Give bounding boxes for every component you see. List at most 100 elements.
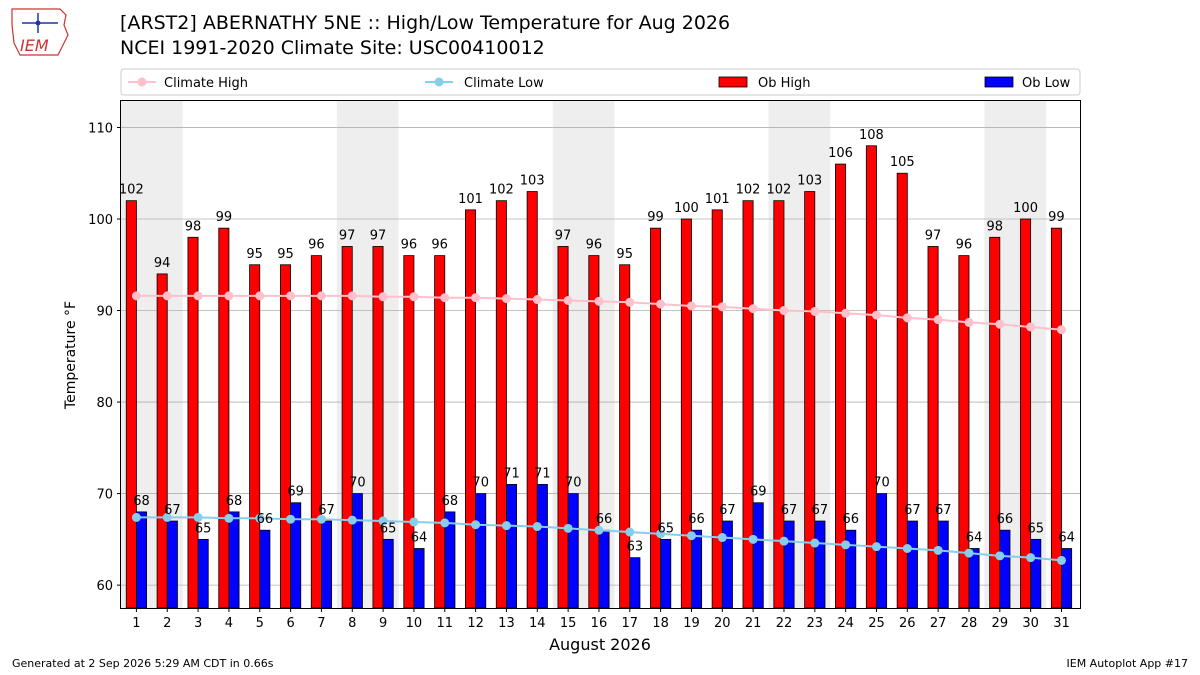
- ob-low-label: 67: [935, 503, 952, 518]
- ob-low-bar: [382, 538, 394, 609]
- ob-high-label: 99: [647, 210, 664, 225]
- ob-low-label: 64: [966, 531, 983, 546]
- x-tick-label: 31: [1053, 616, 1070, 631]
- ob-high-bar: [280, 264, 291, 609]
- climate-high-point: [501, 294, 511, 304]
- app-credit: IEM Autoplot App #17: [1066, 657, 1189, 670]
- climate-high-point: [656, 299, 666, 309]
- ob-high-label: 96: [401, 238, 418, 253]
- ob-low-label: 63: [627, 540, 644, 555]
- ob-low-bar: [197, 538, 209, 609]
- chart-subtitle: NCEI 1991-2020 Climate Site: USC00410012: [120, 37, 545, 59]
- ob-low-label: 65: [1027, 521, 1044, 536]
- y-tick-label: 80: [96, 396, 113, 411]
- x-tick-label: 5: [256, 616, 264, 631]
- ob-low-bar: [136, 511, 147, 609]
- ob-low-label: 67: [781, 503, 798, 518]
- ob-low-label: 65: [195, 521, 212, 536]
- ob-low-bar: [783, 520, 795, 609]
- climate-high-point: [378, 292, 388, 302]
- climate-high-point: [964, 317, 974, 327]
- x-tick-label: 27: [930, 616, 947, 631]
- ob-low-label: 66: [257, 512, 274, 527]
- climate-high-point: [409, 292, 419, 302]
- ob-high-bar: [465, 209, 477, 609]
- climate-low-point: [656, 529, 666, 539]
- ob-low-label: 69: [287, 485, 304, 500]
- climate-low-point: [686, 531, 696, 541]
- climate-low-point: [193, 512, 203, 522]
- ob-low-label: 67: [812, 503, 829, 518]
- ob-low-bar: [567, 493, 579, 609]
- ob-low-bar: [166, 520, 178, 609]
- ob-high-bar: [526, 191, 538, 609]
- climate-low-point: [131, 512, 141, 522]
- ob-low-bar: [999, 529, 1011, 609]
- ob-high-label: 98: [986, 219, 1003, 234]
- ob-low-bar: [814, 520, 826, 609]
- ob-high-label: 98: [185, 219, 202, 234]
- ob-low-label: 71: [534, 466, 551, 481]
- ob-low-bar: [321, 520, 333, 609]
- x-tick-label: 6: [286, 616, 294, 631]
- ob-high-bar: [773, 200, 785, 609]
- x-tick-label: 11: [437, 616, 454, 631]
- ob-high-label: 100: [674, 201, 699, 216]
- bars: [125, 145, 1073, 609]
- ob-high-label: 108: [859, 128, 884, 143]
- data-labels: 102 94 98 99 95 95 96 97 97 96 96 101 102 103 97 96 95 99…: [119, 128, 1075, 555]
- climate-low-point: [933, 545, 943, 555]
- climate-high-point: [871, 310, 881, 320]
- x-tick-label: 9: [379, 616, 387, 631]
- ob-low-label: 70: [565, 476, 582, 491]
- ob-low-label: 66: [688, 512, 705, 527]
- legend-ob-high-swatch: [718, 76, 748, 88]
- ob-high-label: 97: [370, 228, 387, 243]
- x-tick-label: 23: [807, 616, 824, 631]
- climate-high-point: [224, 291, 234, 301]
- x-axis-label: August 2026: [549, 635, 651, 654]
- ob-high-label: 95: [277, 247, 294, 262]
- y-tick-label: 70: [96, 488, 113, 503]
- ob-low-label: 67: [164, 503, 181, 518]
- climate-high-point: [810, 306, 820, 316]
- ob-low-label: 64: [1058, 531, 1075, 546]
- ob-low-bar: [228, 511, 240, 609]
- ob-high-label: 96: [586, 238, 603, 253]
- ob-low-label: 70: [472, 476, 489, 491]
- ob-high-bar: [156, 273, 168, 609]
- climate-high-point: [532, 295, 542, 305]
- climate-high-point: [594, 296, 604, 306]
- climate-low-point: [779, 536, 789, 546]
- climate-high-point: [131, 291, 141, 301]
- ob-low-label: 65: [657, 521, 674, 536]
- ob-high-label: 96: [308, 238, 325, 253]
- ob-low-label: 70: [349, 476, 366, 491]
- ob-low-bar: [506, 484, 518, 609]
- ob-low-bar: [937, 520, 949, 609]
- climate-low-point: [902, 544, 912, 554]
- ob-high-bar: [1020, 218, 1032, 609]
- ob-low-label: 68: [442, 494, 459, 509]
- legend-climate-high-marker: [137, 77, 147, 87]
- climate-low-point: [471, 520, 481, 530]
- climate-low-point: [409, 517, 419, 527]
- x-tick-label: 13: [498, 616, 515, 631]
- ob-high-bar: [742, 200, 754, 609]
- x-tick-label: 15: [560, 616, 577, 631]
- ob-low-bar: [1030, 538, 1042, 609]
- ob-high-label: 103: [520, 174, 545, 189]
- climate-high-point: [686, 301, 696, 311]
- x-tick-label: 22: [776, 616, 793, 631]
- climate-high-point: [563, 295, 573, 305]
- legend-ob-low-swatch: [984, 76, 1014, 88]
- climate-low-point: [717, 533, 727, 543]
- y-axis-label: Temperature °F: [63, 301, 79, 410]
- ob-high-label: 103: [797, 174, 822, 189]
- ob-high-label: 97: [339, 228, 356, 243]
- climate-low-point: [594, 525, 604, 535]
- ob-high-bar: [865, 145, 877, 609]
- ob-low-label: 70: [873, 476, 890, 491]
- climate-low-point: [532, 522, 542, 532]
- climate-high-point: [1026, 322, 1036, 332]
